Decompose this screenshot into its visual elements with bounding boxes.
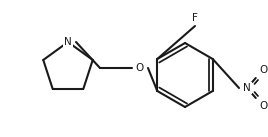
Text: O: O: [260, 101, 268, 111]
Text: O: O: [260, 65, 268, 75]
Text: O: O: [136, 63, 144, 73]
Text: N: N: [243, 83, 251, 93]
Text: N: N: [64, 37, 72, 47]
Text: F: F: [192, 13, 198, 23]
